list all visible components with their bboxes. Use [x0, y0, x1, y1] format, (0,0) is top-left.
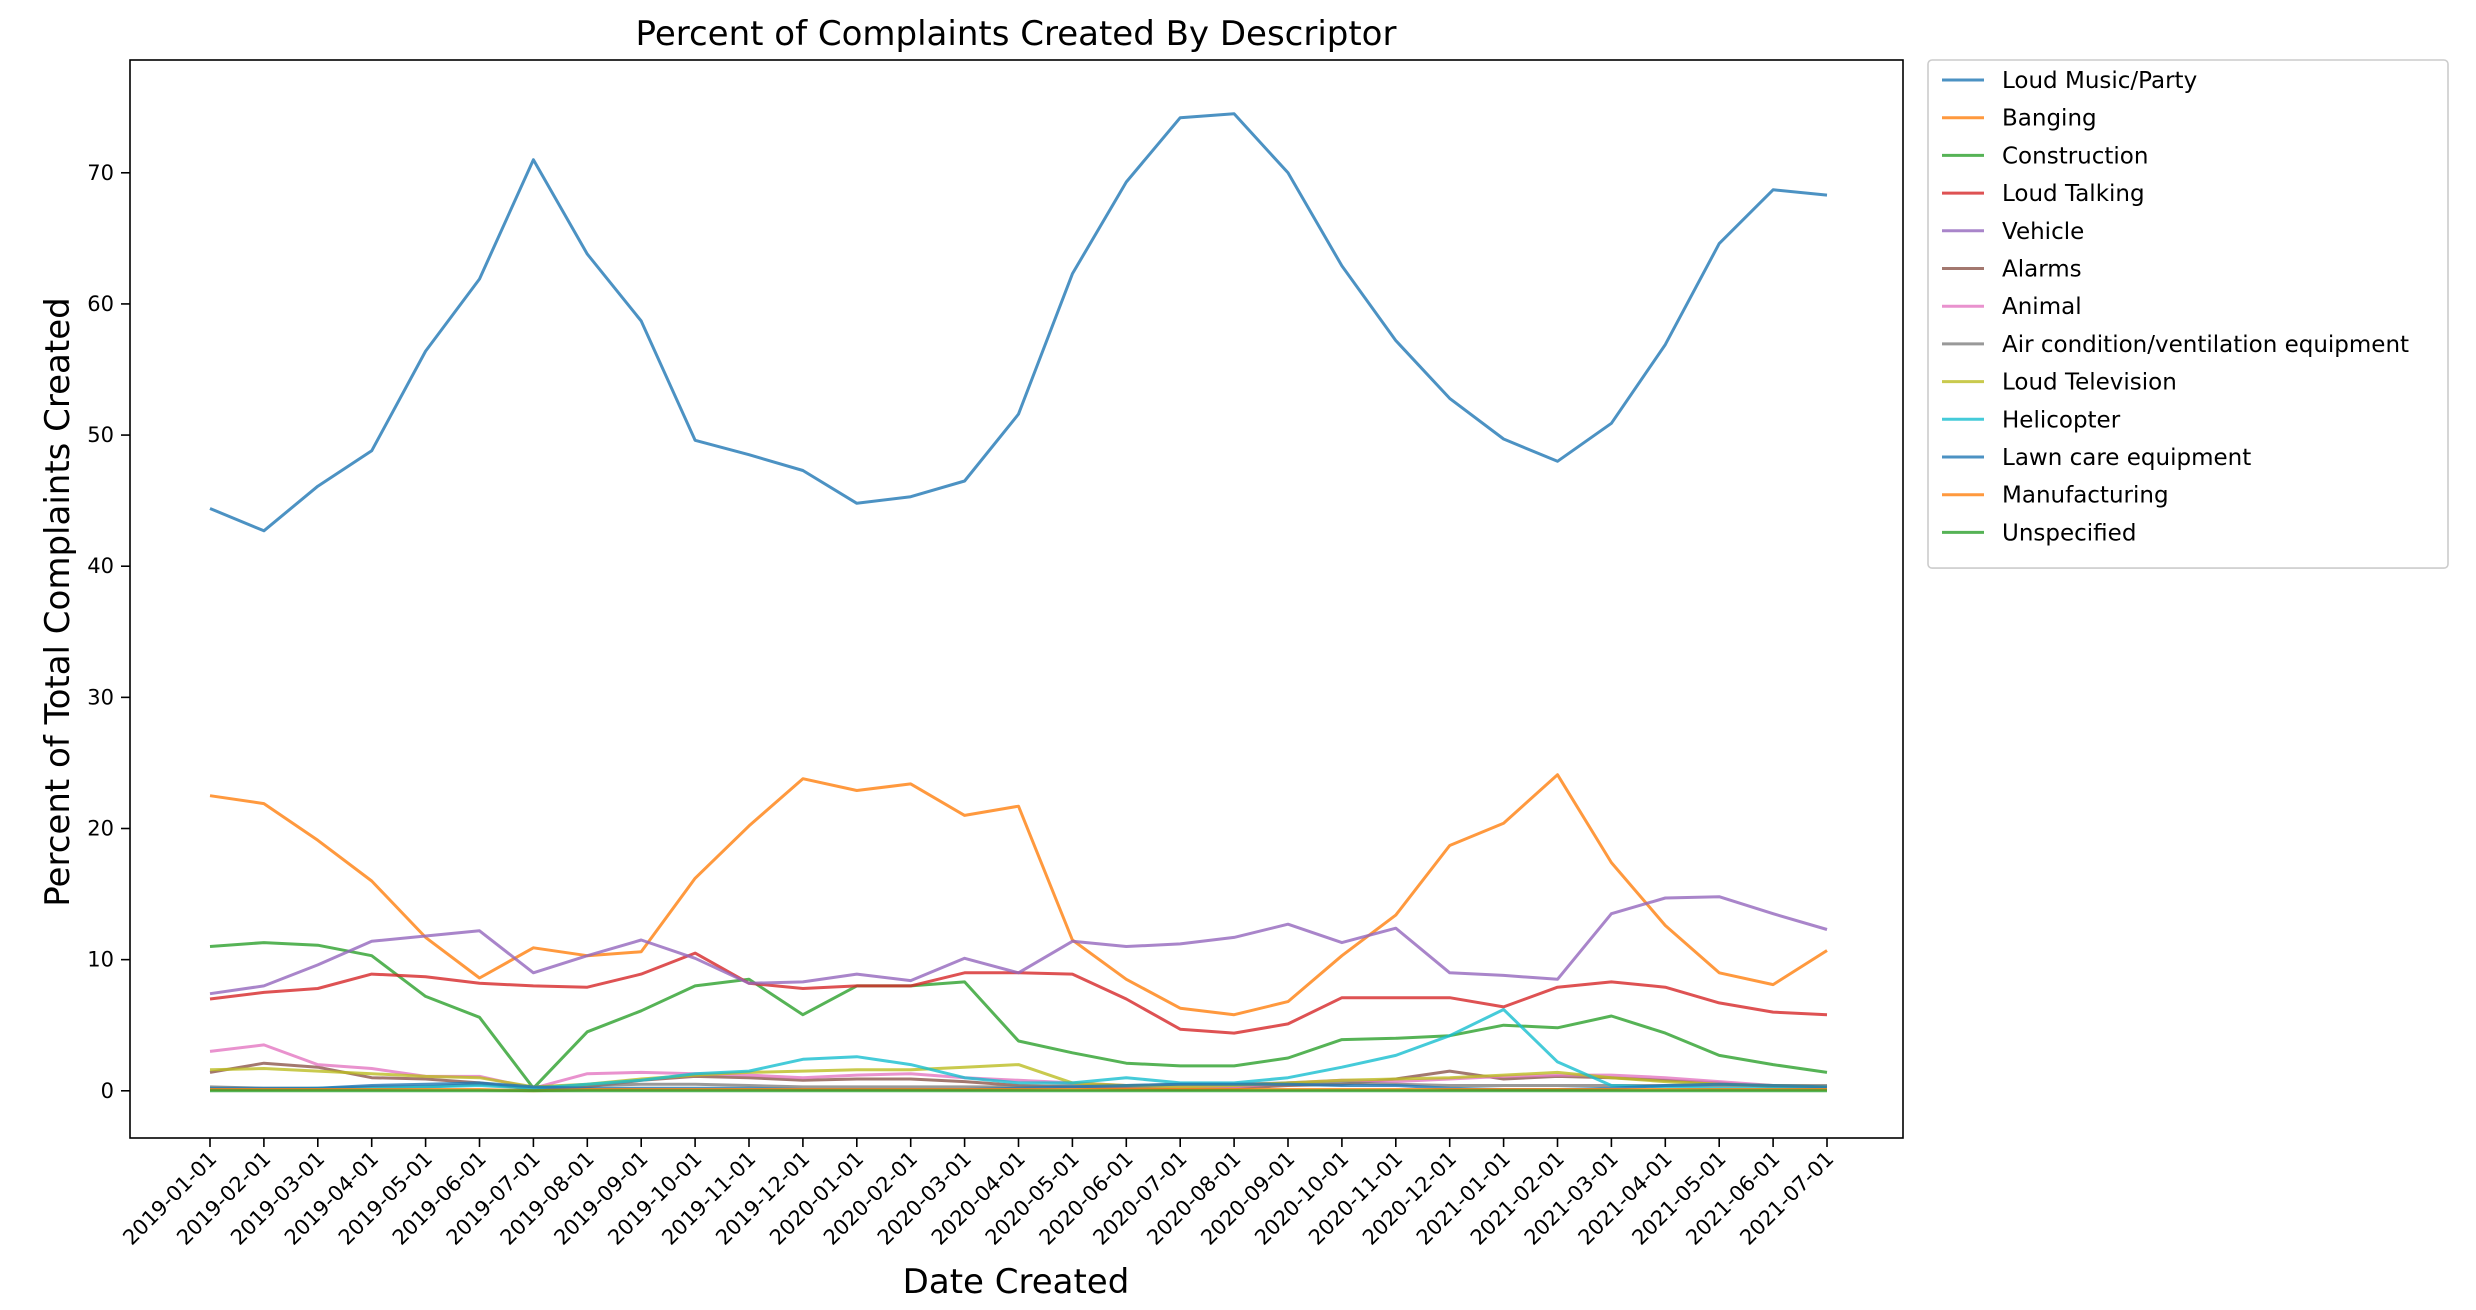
legend-label-3: Loud Talking	[2002, 181, 2145, 207]
legend: Loud Music/Party Banging Construction Loud …	[1927, 59, 2449, 569]
series-line-4	[209, 895, 1828, 996]
legend-label-0: Loud Music/Party	[2002, 68, 2197, 94]
legend-label-9: Helicopter	[2002, 407, 2121, 433]
series-line-2	[209, 941, 1828, 1090]
y-tick-label-1: 10	[87, 948, 114, 972]
y-tick-label-7: 70	[87, 161, 114, 185]
legend-label-4: Vehicle	[2002, 219, 2084, 245]
x-axis-title: Date Created	[903, 1262, 1130, 1302]
series-line-8	[209, 1063, 1828, 1089]
y-tick-label-2: 20	[87, 817, 114, 841]
series-line-0	[209, 112, 1828, 533]
legend-label-11: Manufacturing	[2002, 483, 2169, 509]
y-axis: 0 10 20 30 40 50 60 70	[87, 161, 130, 1103]
y-tick-label-5: 50	[87, 423, 114, 447]
y-tick-label-0: 0	[101, 1079, 114, 1103]
legend-label-5: Alarms	[2002, 257, 2082, 283]
series-line-9	[210, 1008, 1827, 1091]
legend-label-7: Air condition/ventilation equipment	[2002, 332, 2409, 358]
y-tick-label-6: 60	[87, 292, 114, 316]
plot-frame	[129, 59, 1904, 1139]
legend-label-10: Lawn care equipment	[2002, 445, 2251, 471]
series-line-1	[209, 773, 1828, 1017]
legend-label-6: Animal	[2002, 294, 2082, 320]
chart-title: Percent of Complaints Created By Descrip…	[636, 14, 1397, 54]
y-tick-label-4: 40	[87, 554, 114, 578]
y-axis-title: Percent of Total Complaints Created	[38, 297, 78, 906]
plot-area	[129, 59, 1904, 1139]
legend-label-8: Loud Television	[2002, 370, 2177, 396]
legend-label-2: Construction	[2002, 143, 2148, 169]
legend-label-1: Banging	[2002, 106, 2097, 132]
y-tick-label-3: 30	[87, 685, 114, 709]
legend-box	[1927, 59, 2449, 569]
legend-label-12: Unspecified	[2002, 520, 2136, 546]
